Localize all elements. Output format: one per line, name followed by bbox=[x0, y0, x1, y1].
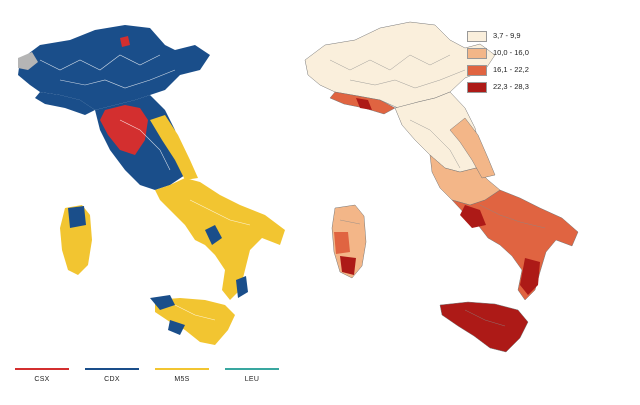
map-region-north bbox=[18, 25, 210, 110]
legend-line-m5s bbox=[155, 368, 209, 370]
range-row-1: 3,7 - 9,9 bbox=[467, 28, 577, 45]
range-swatch-3 bbox=[467, 65, 487, 76]
map-region-csx bbox=[100, 105, 148, 155]
legend-item-cdx: CDX bbox=[84, 368, 140, 383]
range-row-4: 22,3 - 28,3 bbox=[467, 79, 577, 96]
legend-label-csx: CSX bbox=[34, 376, 50, 383]
range-legend: 3,7 - 9,9 10,0 - 16,0 16,1 - 22,2 22,3 -… bbox=[467, 28, 577, 96]
legend-line-csx bbox=[15, 368, 69, 370]
map-region-sicily-dark bbox=[439, 301, 529, 353]
range-label-3: 16,1 - 22,2 bbox=[493, 65, 529, 74]
range-swatch-2 bbox=[467, 48, 487, 59]
legend-line-cdx bbox=[85, 368, 139, 370]
range-row-2: 10,0 - 16,0 bbox=[467, 45, 577, 62]
legend-item-csx: CSX bbox=[14, 368, 70, 383]
legend-label-m5s: M5S bbox=[174, 376, 190, 383]
legend-line-leu bbox=[225, 368, 279, 370]
range-label-4: 22,3 - 28,3 bbox=[493, 82, 529, 91]
party-legend: CSX CDX M5S LEU bbox=[14, 368, 284, 398]
legend-item-m5s: M5S bbox=[154, 368, 210, 383]
choropleth-map bbox=[300, 0, 640, 405]
map-region-sicily bbox=[155, 298, 235, 345]
legend-item-leu: LEU bbox=[224, 368, 280, 383]
range-label-2: 10,0 - 16,0 bbox=[493, 48, 529, 57]
election-results-map: CSX CDX M5S LEU bbox=[0, 0, 300, 405]
range-swatch-4 bbox=[467, 82, 487, 93]
legend-label-cdx: CDX bbox=[104, 376, 120, 383]
legend-label-leu: LEU bbox=[244, 376, 260, 383]
range-label-1: 3,7 - 9,9 bbox=[493, 31, 521, 40]
range-row-3: 16,1 - 22,2 bbox=[467, 62, 577, 79]
range-swatch-1 bbox=[467, 31, 487, 42]
